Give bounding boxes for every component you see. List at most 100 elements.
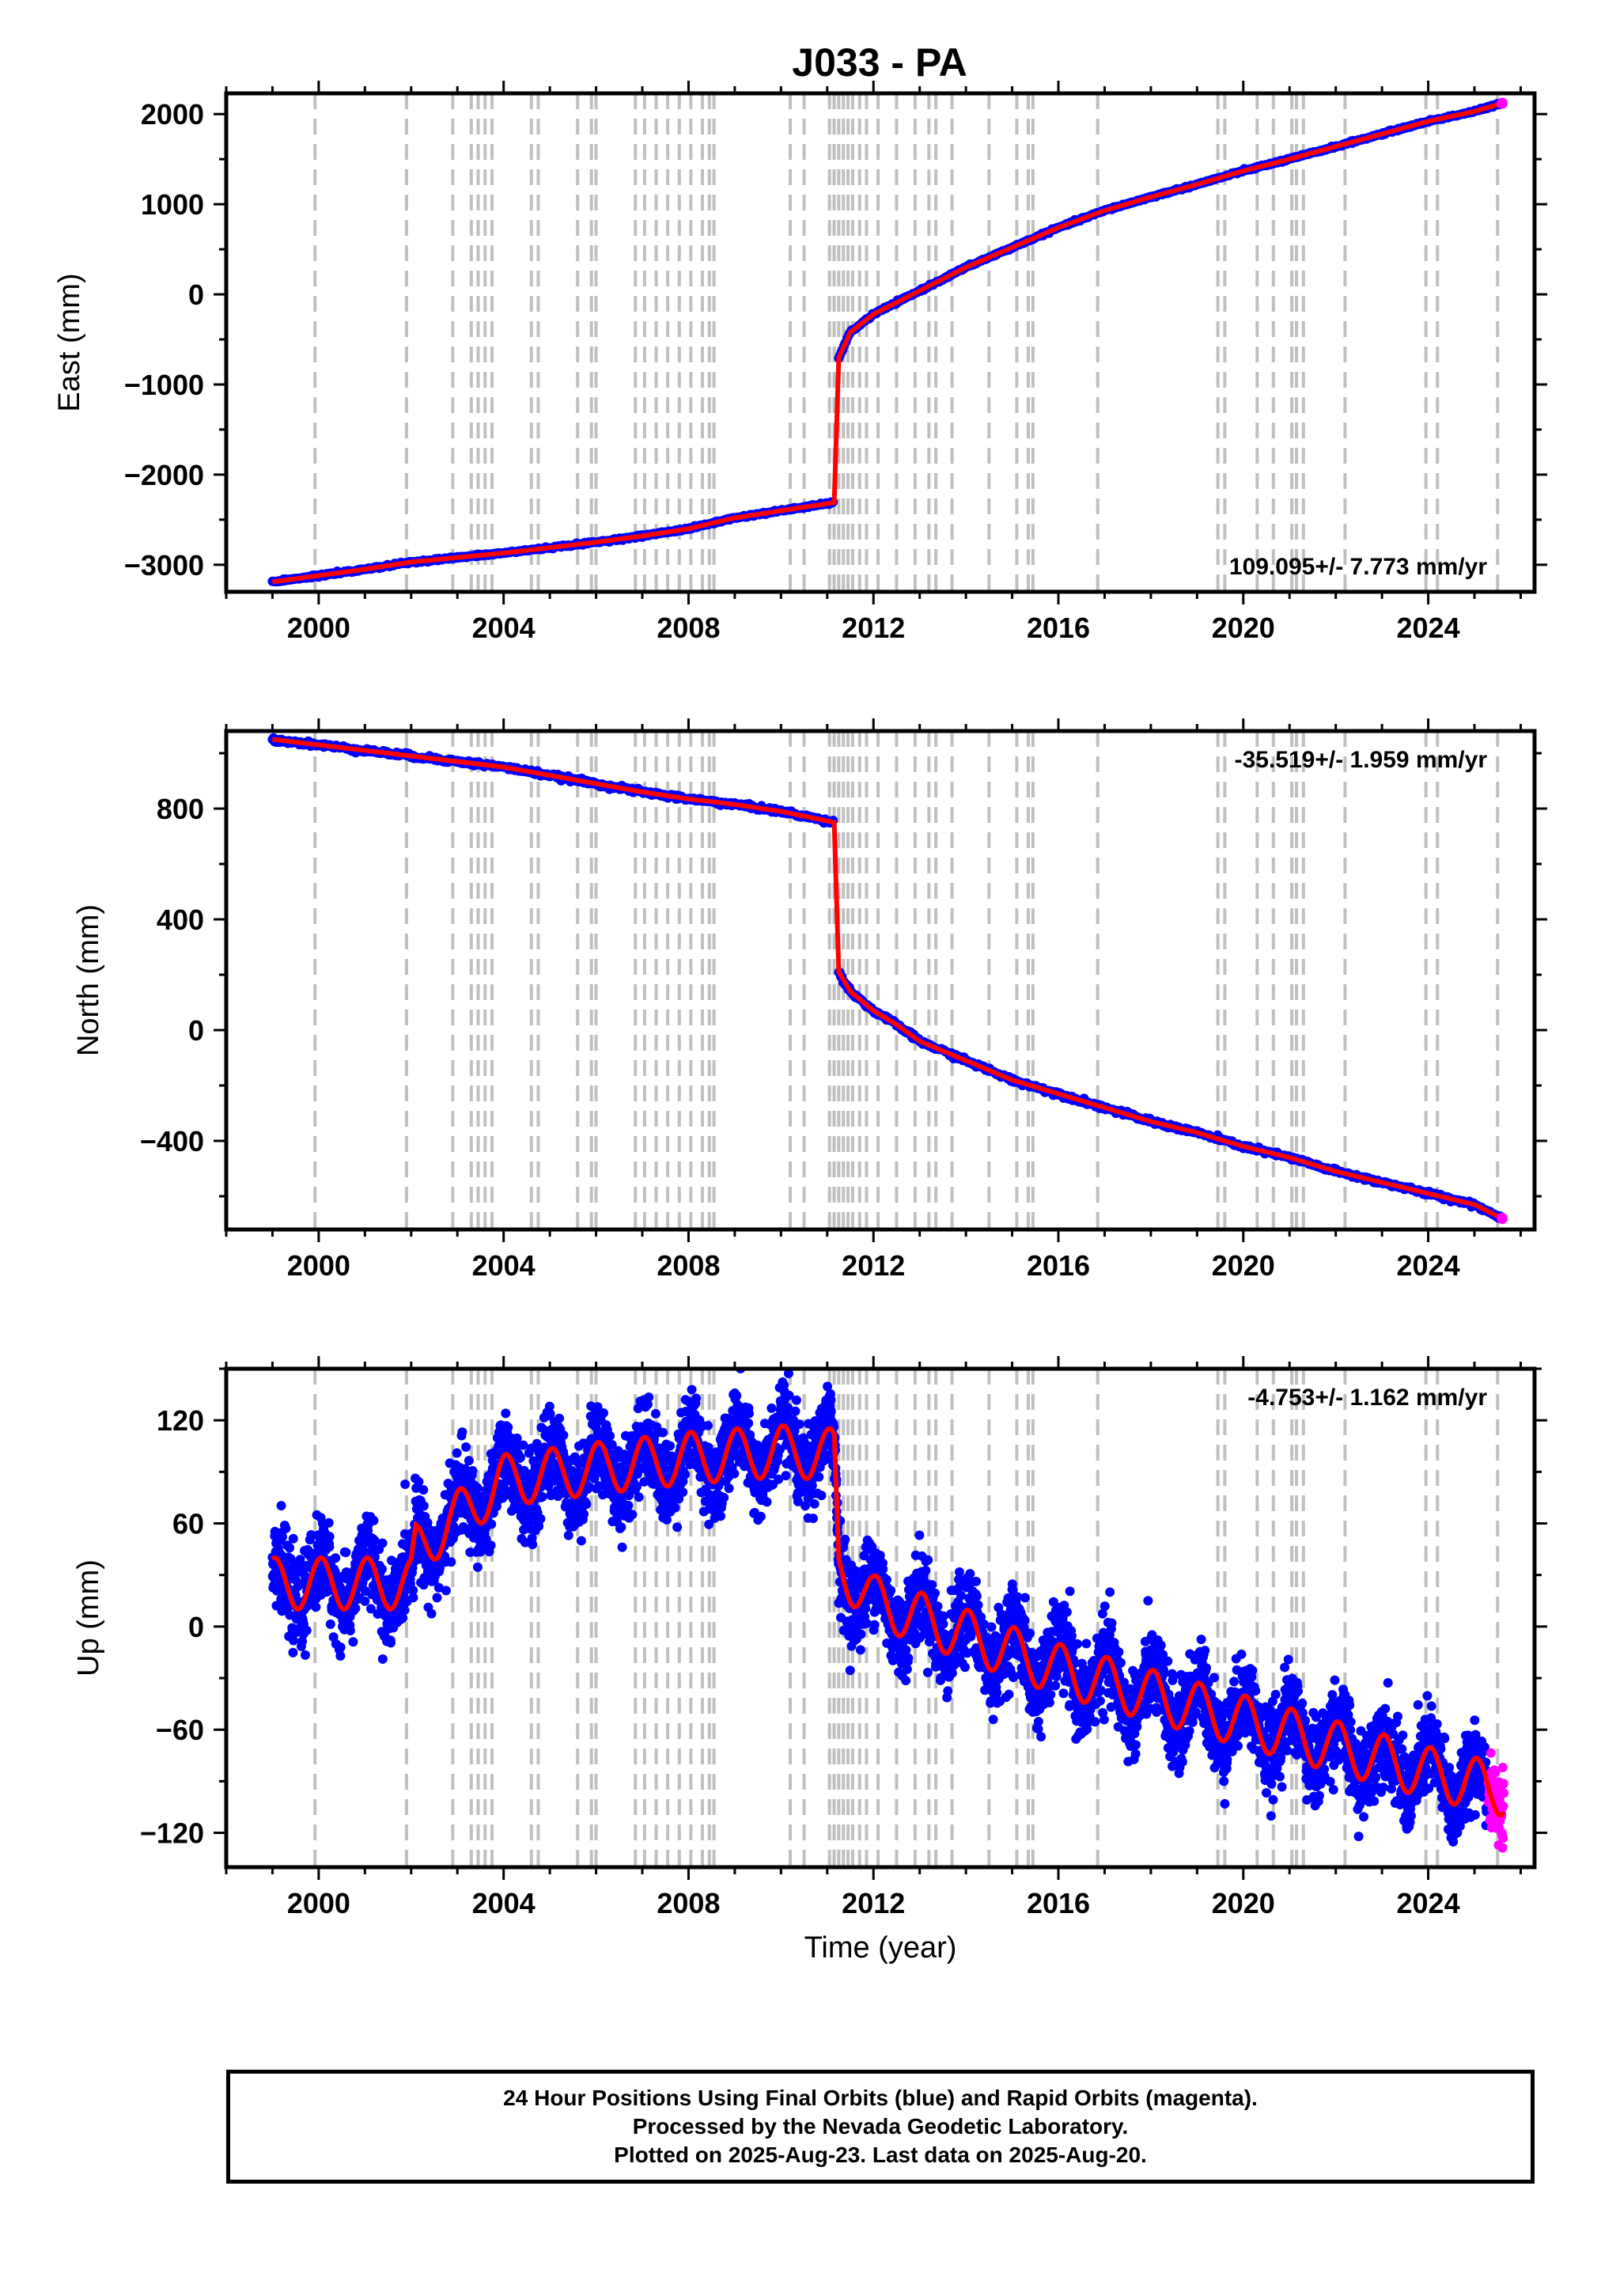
x-tick-label: 2008 (657, 1249, 720, 1282)
final-orbit-point (408, 1593, 418, 1603)
final-orbit-point (461, 1442, 471, 1453)
final-orbit-point (418, 1501, 429, 1511)
up-plot-area (267, 1369, 1509, 1867)
final-orbit-point (278, 1532, 288, 1542)
x-tick-label: 2020 (1212, 1249, 1275, 1282)
final-orbit-point (345, 1626, 355, 1636)
x-tick-label: 2004 (472, 612, 536, 644)
final-orbit-point (702, 1420, 713, 1430)
final-orbit-point (783, 1369, 793, 1378)
east-panel: 2000 2004 2008 2012 2016 2020 2024−3000−2000−1… (53, 81, 1547, 644)
final-orbit-point (719, 1492, 729, 1502)
x-tick-label: 2024 (1397, 612, 1460, 644)
final-orbit-point (532, 1438, 542, 1449)
y-tick-label: −400 (140, 1125, 204, 1157)
final-orbit-point (579, 1509, 589, 1519)
final-orbit-point (300, 1650, 310, 1660)
final-orbit-point (528, 1540, 538, 1550)
final-orbit-point (520, 1537, 531, 1548)
final-orbit-point (285, 1543, 295, 1553)
final-orbit-point (724, 1483, 734, 1494)
final-orbit-point (755, 1511, 766, 1521)
final-orbit-point (377, 1538, 388, 1548)
final-orbit-point (472, 1483, 483, 1493)
final-orbit-point (783, 1403, 793, 1413)
final-orbit-point (441, 1586, 451, 1596)
final-orbit-point (691, 1393, 702, 1404)
final-orbit-point (554, 1413, 565, 1423)
final-orbit-point (634, 1492, 644, 1502)
final-orbit-point (398, 1613, 408, 1623)
final-orbit-point (426, 1608, 437, 1619)
north-y-axis-label: North (mm) (72, 904, 105, 1056)
final-orbit-point (516, 1453, 526, 1463)
final-orbit-point (360, 1596, 370, 1606)
final-orbit-point (633, 1404, 643, 1414)
final-orbit-point (563, 1530, 573, 1540)
final-orbit-point (331, 1553, 341, 1563)
y-tick-label: 0 (188, 1014, 204, 1047)
final-orbit-point (534, 1521, 544, 1532)
final-orbit-point (446, 1557, 456, 1567)
final-orbit-point (301, 1625, 312, 1635)
final-orbit-point (503, 1422, 513, 1432)
final-orbit-point (576, 1536, 586, 1546)
final-orbit-point (665, 1441, 676, 1451)
final-orbit-point (607, 1439, 617, 1449)
y-tick-label: 1000 (141, 188, 204, 221)
final-orbit-point (598, 1408, 608, 1418)
final-orbit-point (592, 1402, 603, 1412)
final-orbit-point (617, 1542, 627, 1552)
final-orbit-point (330, 1569, 340, 1579)
final-orbit-point (335, 1642, 346, 1653)
final-orbit-point (408, 1586, 418, 1596)
final-orbit-point (324, 1517, 334, 1528)
final-orbit-point (486, 1519, 497, 1529)
final-orbit-point (386, 1638, 396, 1648)
final-orbit-point (486, 1540, 496, 1551)
final-orbit-point (545, 1409, 555, 1419)
final-orbit-point (414, 1476, 424, 1487)
final-orbit-point (398, 1552, 408, 1563)
y-tick-label: 800 (157, 793, 204, 825)
final-orbit-point (605, 1430, 615, 1441)
final-orbit-point (435, 1563, 445, 1573)
final-orbit-point (639, 1476, 649, 1487)
final-orbit-point (467, 1466, 478, 1476)
final-orbit-point (644, 1392, 654, 1403)
x-tick-label: 2000 (287, 1249, 350, 1282)
final-orbit-point (670, 1502, 680, 1513)
final-orbit-point (399, 1605, 410, 1616)
final-orbit-point (781, 1471, 791, 1481)
final-orbit-point (369, 1536, 380, 1546)
y-tick-label: −2000 (124, 459, 204, 491)
east-plot-area (267, 93, 1508, 592)
final-orbit-point (400, 1480, 411, 1490)
final-orbit-point (464, 1456, 474, 1466)
final-orbit-point (598, 1490, 608, 1500)
final-orbit-point (672, 1522, 683, 1533)
final-orbit-point (377, 1654, 388, 1664)
final-orbit-point (631, 1481, 642, 1491)
final-orbit-point (687, 1385, 697, 1395)
final-orbit-point (297, 1636, 308, 1646)
final-orbit-point (661, 1514, 672, 1525)
x-tick-label: 2016 (1027, 1249, 1090, 1282)
final-orbit-point (680, 1469, 691, 1480)
final-orbit-point (716, 1511, 726, 1521)
rapid-orbit-point (1497, 97, 1508, 109)
x-tick-label: 2004 (472, 1249, 536, 1282)
final-orbit-point (537, 1491, 547, 1502)
final-orbit-point (518, 1440, 528, 1450)
final-orbit-point (418, 1580, 429, 1590)
y-tick-label: −1000 (124, 369, 204, 401)
final-orbit-point (658, 1427, 668, 1438)
north-plot-area (267, 731, 1508, 1229)
final-orbit-point (325, 1619, 335, 1629)
x-tick-label: 2024 (1397, 1249, 1460, 1282)
final-orbit-point (544, 1401, 554, 1411)
final-orbit-point (594, 1481, 604, 1491)
final-orbit-point (627, 1510, 638, 1520)
final-orbit-point (432, 1593, 442, 1603)
